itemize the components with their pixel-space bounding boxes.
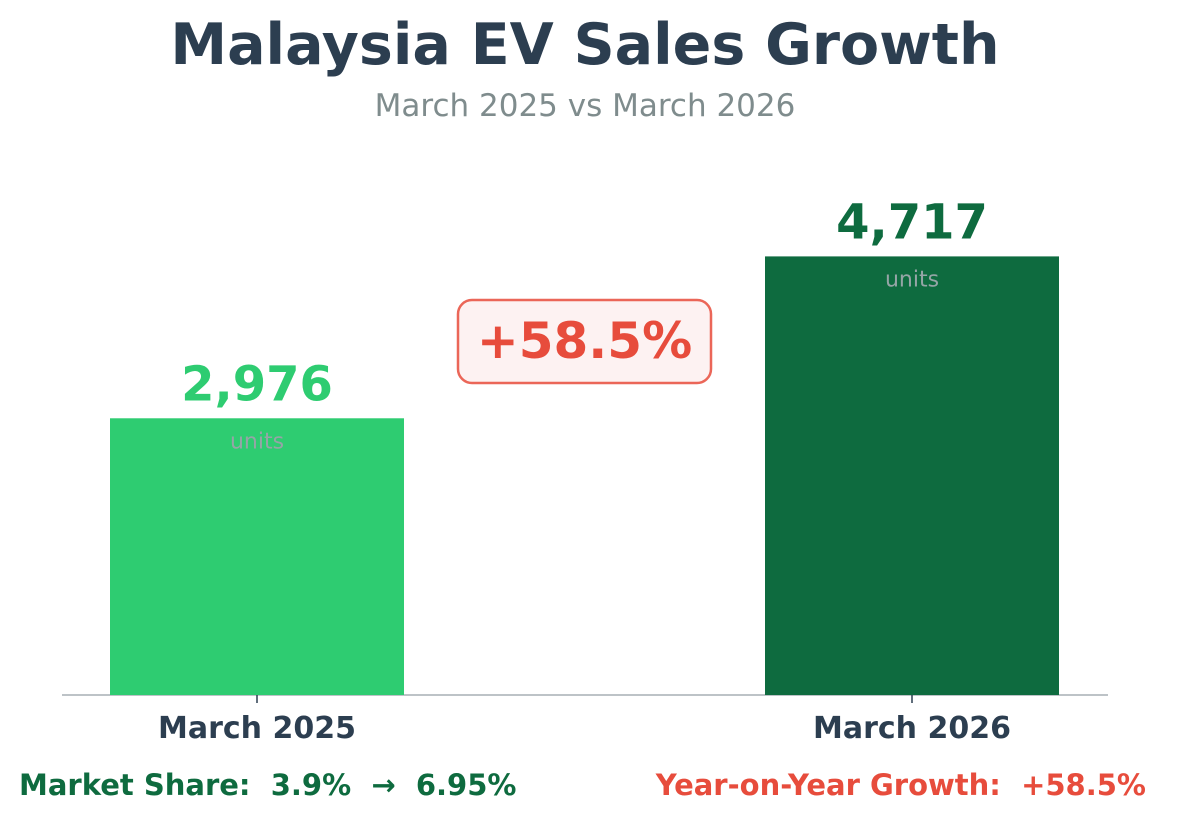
bar-2 <box>765 256 1059 695</box>
x-tick-label: March 2026 <box>813 711 1011 746</box>
bar-1 <box>110 418 404 695</box>
market-share-summary: Market Share: 3.9% → 6.95% <box>19 768 517 802</box>
growth-annotation: +58.5% <box>456 298 713 385</box>
yoy-growth-summary: Year-on-Year Growth: +58.5% <box>655 768 1146 802</box>
chart-title: Malaysia EV Sales Growth <box>170 12 1000 78</box>
annotation-text: +58.5% <box>477 312 692 370</box>
chart-subtitle: March 2025 vs March 2026 <box>374 88 796 124</box>
unit-label: units <box>885 267 939 292</box>
x-tick-label: March 2025 <box>158 711 356 746</box>
annotation-box <box>456 298 713 385</box>
unit-label: units <box>230 429 284 454</box>
value-label: 2,976 <box>181 356 333 412</box>
value-label: 4,717 <box>836 194 988 250</box>
